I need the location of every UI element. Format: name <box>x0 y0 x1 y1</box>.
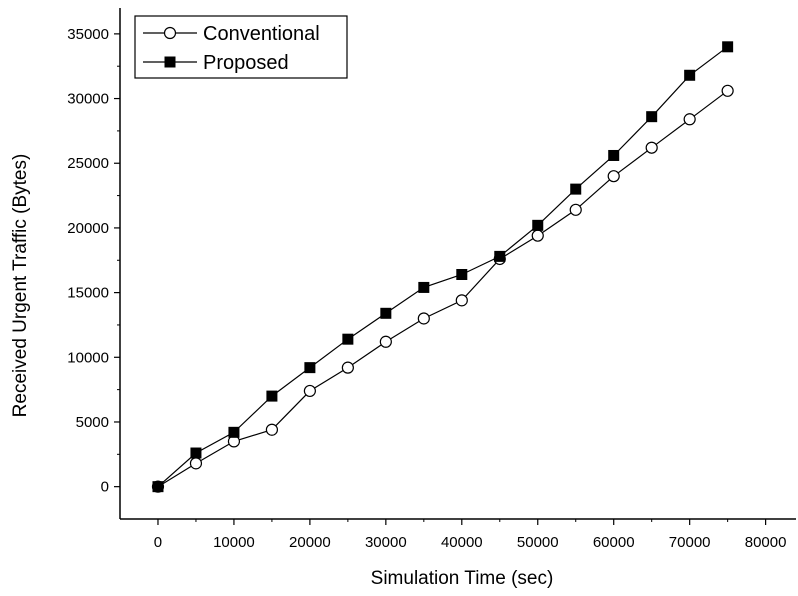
y-tick-label: 5000 <box>76 414 109 431</box>
x-tick-label: 50000 <box>517 534 559 551</box>
y-axis-ticks: 0 5000 10000 15000 20000 25000 30000 35000 <box>67 26 120 496</box>
data-point <box>722 41 734 53</box>
y-tick-label: 0 <box>101 479 109 496</box>
data-point <box>569 203 582 216</box>
data-point <box>607 170 620 183</box>
data-point <box>189 457 203 470</box>
series-line <box>157 90 728 488</box>
series-line <box>157 46 728 488</box>
data-point <box>646 111 658 123</box>
data-point <box>265 423 279 436</box>
data-point <box>190 447 202 459</box>
x-axis-ticks: 0 10000 20000 30000 40000 50000 60000 70000 8000… <box>154 519 787 551</box>
data-point <box>228 426 240 438</box>
y-tick-label: 35000 <box>67 26 109 43</box>
x-tick-label: 30000 <box>365 534 407 551</box>
legend-items: Conventional Proposed <box>143 23 320 74</box>
series-1-points <box>152 41 734 493</box>
legend-box <box>134 15 348 79</box>
legend-item: Conventional <box>143 23 320 45</box>
data-point <box>570 183 582 195</box>
data-point <box>494 250 506 262</box>
data-point <box>418 281 430 293</box>
data-point <box>379 335 392 348</box>
legend-label: Conventional <box>203 23 320 45</box>
x-tick-label: 0 <box>154 534 162 551</box>
y-tick-label: 10000 <box>67 349 109 366</box>
data-point <box>152 481 164 493</box>
data-point <box>456 268 468 280</box>
data-point <box>683 113 696 126</box>
legend-label: Proposed <box>203 52 289 74</box>
data-point <box>417 312 430 325</box>
data-point <box>532 219 544 231</box>
x-tick-label: 40000 <box>441 534 483 551</box>
x-tick-label: 70000 <box>669 534 711 551</box>
series-1 <box>157 46 728 488</box>
data-point <box>608 149 620 161</box>
plot-area: 0 10000 20000 30000 40000 50000 60000 70000 8000… <box>67 8 796 551</box>
data-point <box>341 361 354 374</box>
series-0 <box>157 90 728 488</box>
data-point <box>684 69 696 81</box>
legend: Conventional Proposed <box>134 15 348 79</box>
data-point <box>266 390 278 402</box>
data-point <box>342 333 354 345</box>
data-point <box>303 384 316 398</box>
x-tick-label: 80000 <box>745 534 787 551</box>
x-tick-label: 60000 <box>593 534 635 551</box>
legend-marker <box>163 26 177 40</box>
data-point <box>380 307 392 319</box>
data-point <box>455 294 468 307</box>
data-point <box>304 362 316 374</box>
data-point <box>531 229 544 242</box>
y-tick-label: 30000 <box>67 91 109 108</box>
y-tick-label: 25000 <box>67 155 109 172</box>
series-0-points <box>151 84 734 493</box>
x-tick-label: 10000 <box>213 534 255 551</box>
series-layer <box>151 41 734 493</box>
legend-marker <box>164 56 176 68</box>
legend-item: Proposed <box>143 52 289 74</box>
y-tick-label: 20000 <box>67 220 109 237</box>
y-tick-label: 15000 <box>67 285 109 302</box>
data-point <box>645 141 658 154</box>
x-axis-title: Simulation Time (sec) <box>371 568 554 589</box>
x-tick-label: 20000 <box>289 534 331 551</box>
data-point <box>721 84 734 97</box>
y-axis-title: Received Urgent Traffic (Bytes) <box>10 154 31 418</box>
